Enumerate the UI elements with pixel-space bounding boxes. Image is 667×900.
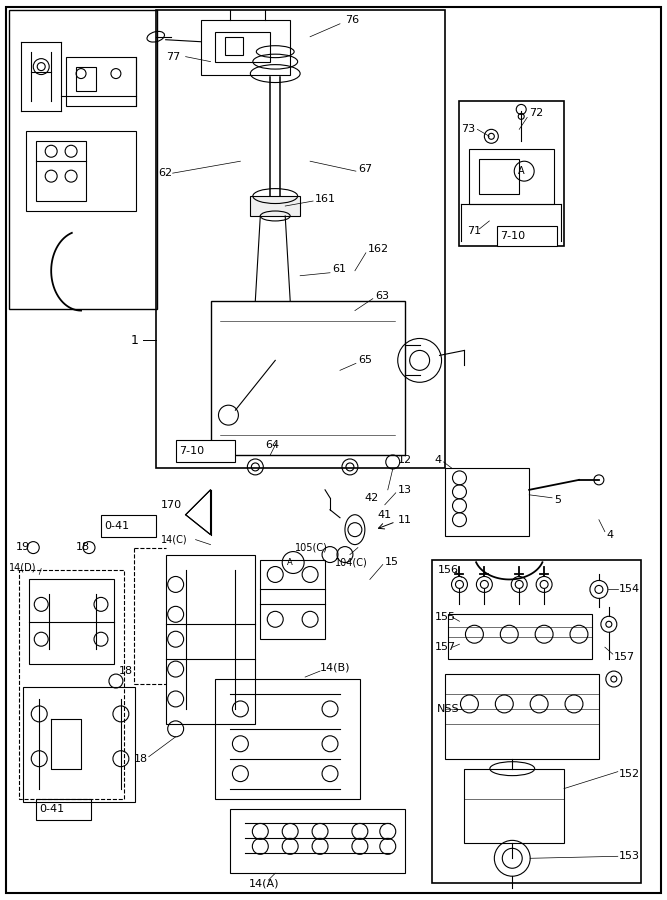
Text: 104(C): 104(C): [335, 557, 368, 568]
Text: 18: 18: [119, 666, 133, 676]
Text: 161: 161: [315, 194, 336, 204]
Text: 18: 18: [134, 753, 148, 764]
Bar: [19, 570, 124, 798]
Bar: [230, 808, 405, 873]
Text: 13: 13: [398, 485, 412, 495]
Bar: [448, 615, 592, 659]
Text: 153: 153: [619, 851, 640, 861]
Text: 157: 157: [435, 643, 456, 652]
Bar: [444, 468, 529, 536]
Bar: [201, 20, 290, 75]
Bar: [444, 674, 599, 759]
Bar: [498, 226, 557, 246]
Text: 14(D): 14(D): [9, 562, 37, 572]
Text: 4: 4: [607, 529, 614, 540]
Text: 77: 77: [165, 51, 180, 61]
Text: A: A: [518, 166, 524, 176]
Text: 73: 73: [462, 124, 476, 134]
Bar: [225, 37, 243, 55]
Text: 4: 4: [435, 455, 442, 465]
Text: 14(B): 14(B): [320, 662, 351, 672]
Bar: [260, 560, 325, 639]
Bar: [155, 10, 444, 468]
Bar: [36, 798, 91, 821]
Text: 61: 61: [332, 264, 346, 274]
Text: 71: 71: [468, 226, 482, 236]
Bar: [250, 196, 300, 216]
Text: 12: 12: [398, 455, 412, 465]
Text: 18: 18: [76, 542, 90, 552]
Bar: [29, 580, 114, 664]
Text: 7-10: 7-10: [500, 231, 526, 241]
Text: 67: 67: [358, 164, 372, 175]
Bar: [175, 440, 235, 462]
Bar: [26, 131, 136, 211]
Text: 5: 5: [554, 495, 561, 505]
Text: 155: 155: [435, 612, 456, 622]
Text: 14(A): 14(A): [248, 878, 279, 888]
Bar: [36, 141, 86, 201]
Bar: [23, 687, 135, 802]
Text: 170: 170: [161, 500, 182, 509]
Text: NSS: NSS: [437, 704, 459, 714]
Bar: [165, 554, 255, 724]
Text: 15: 15: [385, 556, 399, 566]
Text: 162: 162: [368, 244, 389, 254]
Text: A: A: [287, 558, 293, 567]
Text: 7-10: 7-10: [179, 446, 204, 456]
Text: 64: 64: [265, 440, 279, 450]
Bar: [101, 515, 155, 536]
Bar: [215, 679, 360, 798]
Text: 105(C): 105(C): [295, 543, 328, 553]
Bar: [76, 67, 96, 92]
Text: 42: 42: [365, 493, 379, 503]
Text: 0-41: 0-41: [39, 805, 64, 814]
Bar: [66, 57, 136, 106]
Text: 63: 63: [375, 291, 389, 301]
Text: 157: 157: [614, 652, 635, 662]
Bar: [211, 301, 405, 455]
Bar: [460, 102, 564, 246]
Bar: [9, 10, 157, 309]
Bar: [464, 769, 564, 843]
Text: 65: 65: [358, 356, 372, 365]
Bar: [480, 159, 519, 194]
Text: 152: 152: [619, 769, 640, 778]
Text: 11: 11: [398, 515, 412, 525]
Bar: [470, 149, 554, 204]
Text: 1: 1: [131, 334, 139, 347]
Bar: [215, 32, 270, 61]
Text: 19: 19: [16, 542, 31, 552]
Text: 72: 72: [529, 108, 544, 119]
Text: 76: 76: [345, 14, 359, 25]
Text: 14(C): 14(C): [161, 535, 187, 544]
Bar: [432, 560, 641, 883]
Text: 156: 156: [438, 564, 459, 574]
Text: 41: 41: [378, 509, 392, 519]
Text: 0-41: 0-41: [104, 521, 129, 531]
Text: 154: 154: [619, 584, 640, 594]
Text: 62: 62: [159, 168, 173, 178]
